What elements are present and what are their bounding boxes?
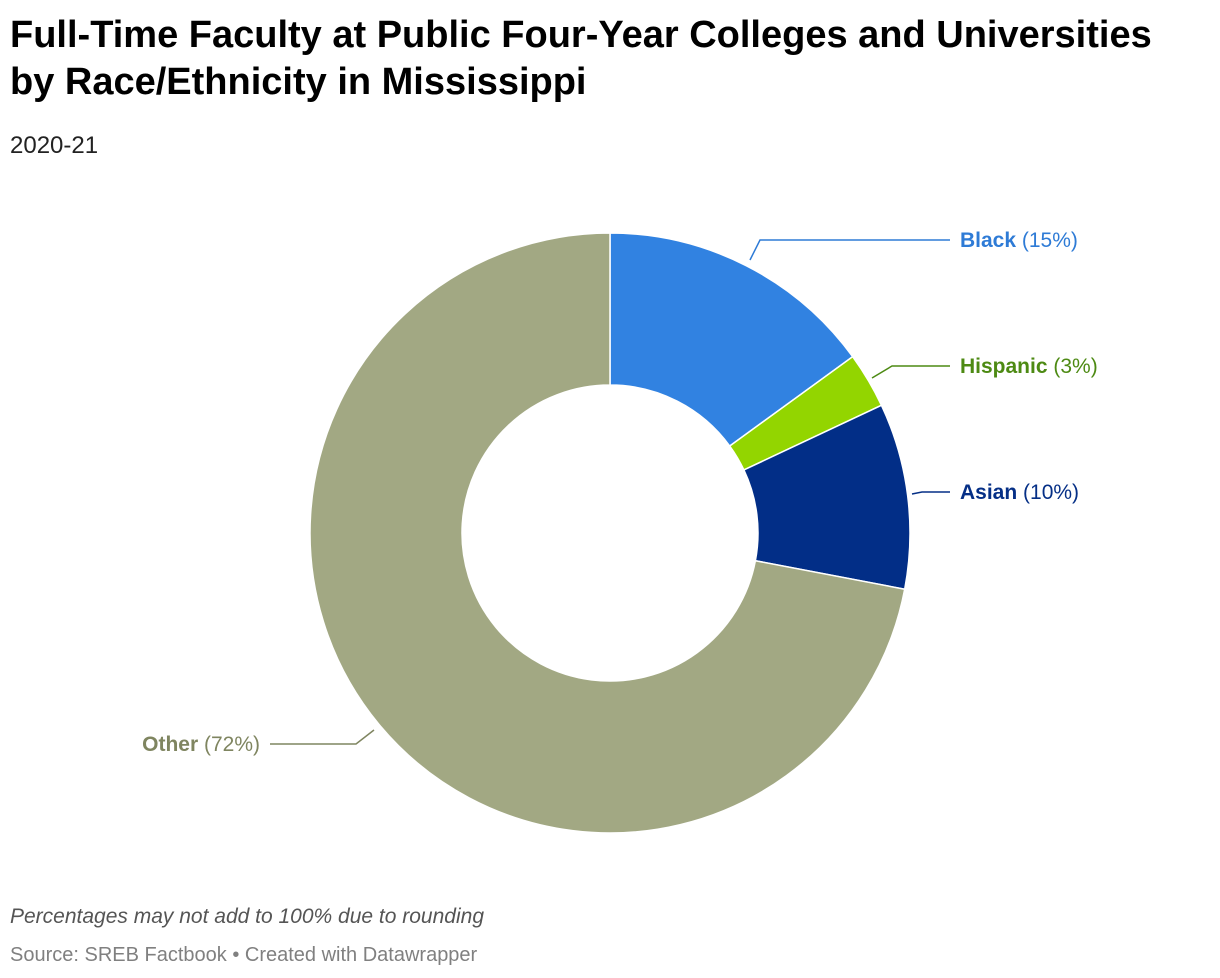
slice-label-name: Hispanic [960,355,1048,378]
chart-subtitle: 2020-21 [10,132,99,159]
label-leader-lines [270,239,950,745]
slice-label-value: (15%) [1016,229,1078,252]
slice-label-name: Asian [960,481,1017,504]
slice-label-name: Other [142,733,198,756]
leader-line-asian [911,491,950,495]
slice-label-hispanic: Hispanic (3%) [960,355,1098,378]
slice-label-name: Black [960,229,1016,252]
footnote: Percentages may not add to 100% due to r… [10,905,484,928]
slice-other [309,232,906,834]
slice-label-other: Other (72%) [142,733,260,756]
slice-black [609,232,854,448]
leader-line-hispanic [871,365,950,379]
leader-line-black [749,239,950,261]
slice-labels: Black (15%) Hispanic (3%) Asian (10%) Other… [142,229,1098,756]
donut-chart: Black (15%) Hispanic (3%) Asian (10%) Other… [142,229,1098,834]
leader-line-other [270,729,375,745]
source-credit: Source: SREB Factbook • Created with Dat… [10,944,478,966]
slice-label-value: (72%) [198,733,260,756]
slice-label-value: (3%) [1048,355,1098,378]
slice-label-value: (10%) [1017,481,1079,504]
slice-label-black: Black (15%) [960,229,1078,252]
donut-slices [309,232,911,834]
slice-label-asian: Asian (10%) [960,481,1079,504]
chart-title: Full-Time Faculty at Public Four-Year Co… [10,14,1152,103]
